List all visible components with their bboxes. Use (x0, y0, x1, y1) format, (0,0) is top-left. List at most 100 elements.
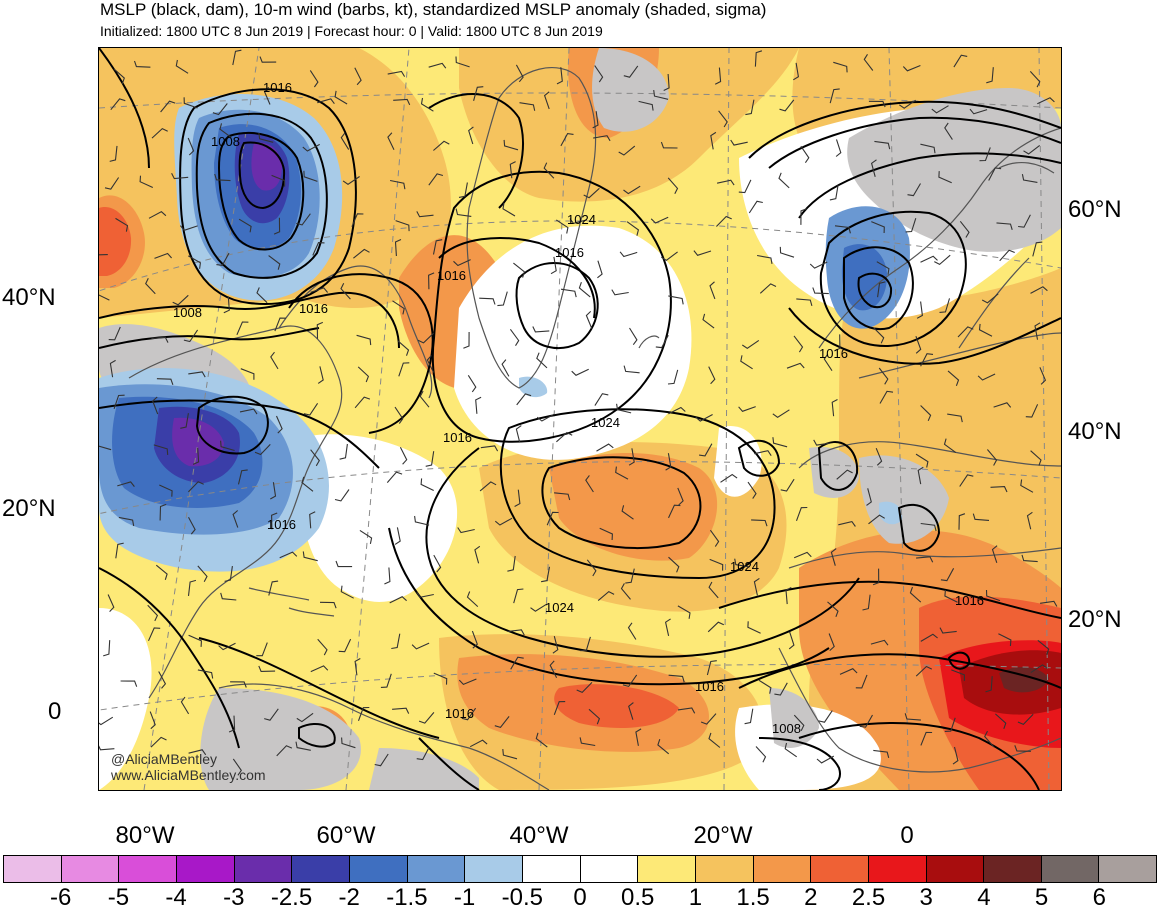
wind-barb (716, 215, 732, 227)
wind-barb (139, 175, 154, 189)
wind-barb (540, 566, 551, 583)
wind-barb (395, 220, 410, 232)
wind-barb (380, 673, 392, 688)
wind-barb (988, 167, 1002, 181)
colorbar-tick-label: -6 (50, 884, 72, 911)
wind-barb (793, 714, 805, 732)
wind-barb (458, 182, 468, 198)
wind-barb (833, 61, 848, 73)
wind-barb (453, 259, 471, 267)
wind-barb (416, 591, 434, 598)
wind-barb (387, 132, 395, 150)
wind-barb (677, 707, 696, 714)
wind-barb (258, 132, 274, 143)
wind-barb (153, 444, 169, 455)
wind-barb (455, 208, 472, 217)
wind-barb (772, 437, 788, 448)
wind-barb (823, 353, 833, 372)
wind-barb (543, 91, 550, 110)
wind-barb (312, 242, 325, 256)
wind-barb (471, 630, 478, 649)
wind-barb (147, 604, 159, 622)
wind-barb (709, 529, 720, 547)
wind-barb (151, 127, 168, 139)
wind-barb (834, 334, 841, 352)
wind-barb (374, 753, 389, 767)
wind-barb (303, 170, 318, 182)
wind-barb (667, 369, 679, 385)
wind-barb (335, 560, 353, 568)
wind-barb (788, 631, 795, 650)
wind-barb (279, 551, 298, 559)
wind-barb (779, 246, 795, 258)
wind-barb (466, 591, 479, 608)
wind-barb (620, 583, 631, 600)
wind-barb (394, 527, 401, 545)
colorbar-swatch (753, 856, 812, 882)
wind-barb (571, 368, 589, 376)
wind-barb (475, 396, 482, 414)
colorbar-swatch (465, 856, 523, 882)
wind-barb (556, 67, 563, 85)
wind-barb (939, 627, 957, 634)
wind-barb (576, 682, 593, 694)
wind-barb (586, 559, 597, 577)
colorbar-tick-label: -1.5 (386, 884, 428, 911)
wind-barb (509, 328, 520, 346)
wind-barb (479, 481, 497, 492)
wind-barb (862, 594, 871, 611)
wind-barb (556, 431, 573, 443)
wind-barb (104, 177, 120, 190)
wind-barb (786, 362, 805, 369)
wind-barb (519, 102, 536, 111)
wind-barb (635, 728, 642, 746)
wind-barb (270, 351, 279, 370)
wind-barb (310, 449, 320, 467)
wind-barb (944, 589, 958, 603)
wind-barb (920, 633, 938, 642)
wind-barb (310, 287, 329, 293)
wind-barb (317, 638, 328, 656)
wind-barb (759, 283, 777, 294)
wind-barb (183, 97, 198, 109)
isobar-label: 1016 (555, 245, 584, 260)
wind-barb (779, 99, 795, 112)
wind-barb (356, 334, 372, 346)
colorbar-swatch (580, 856, 639, 882)
wind-barb (180, 696, 190, 715)
wind-barb (455, 56, 470, 68)
colorbar-swatch (349, 856, 408, 882)
anomaly-shading (99, 48, 1061, 790)
wind-barb (855, 674, 868, 689)
isobars (99, 48, 1061, 790)
wind-barb (426, 355, 435, 373)
wind-barb (354, 658, 361, 676)
wind-barb (915, 453, 929, 468)
wind-barb (618, 145, 636, 156)
wind-barb (611, 289, 629, 296)
wind-barb (532, 326, 550, 333)
wind-barb (113, 394, 125, 409)
wind-barb (502, 202, 516, 217)
wind-barb (458, 678, 477, 686)
wind-barb (357, 366, 370, 383)
wind-barb (907, 183, 921, 197)
wind-barb (1023, 144, 1041, 155)
wind-barb (152, 396, 159, 415)
wind-barb (993, 402, 1012, 408)
wind-barb (664, 618, 671, 637)
wind-barb (432, 239, 443, 255)
wind-barb (753, 577, 760, 596)
wind-barb (1026, 511, 1033, 530)
wind-barb (984, 730, 995, 748)
wind-barb (818, 710, 833, 723)
wind-barb (387, 70, 406, 77)
colorbar-swatch (926, 856, 985, 882)
wind-barb (588, 708, 601, 725)
wind-barb (784, 742, 798, 758)
wind-barb (530, 603, 548, 612)
wind-barb (839, 668, 858, 675)
wind-barb (473, 86, 484, 101)
wind-barb (338, 638, 352, 653)
wind-barb (359, 529, 373, 545)
